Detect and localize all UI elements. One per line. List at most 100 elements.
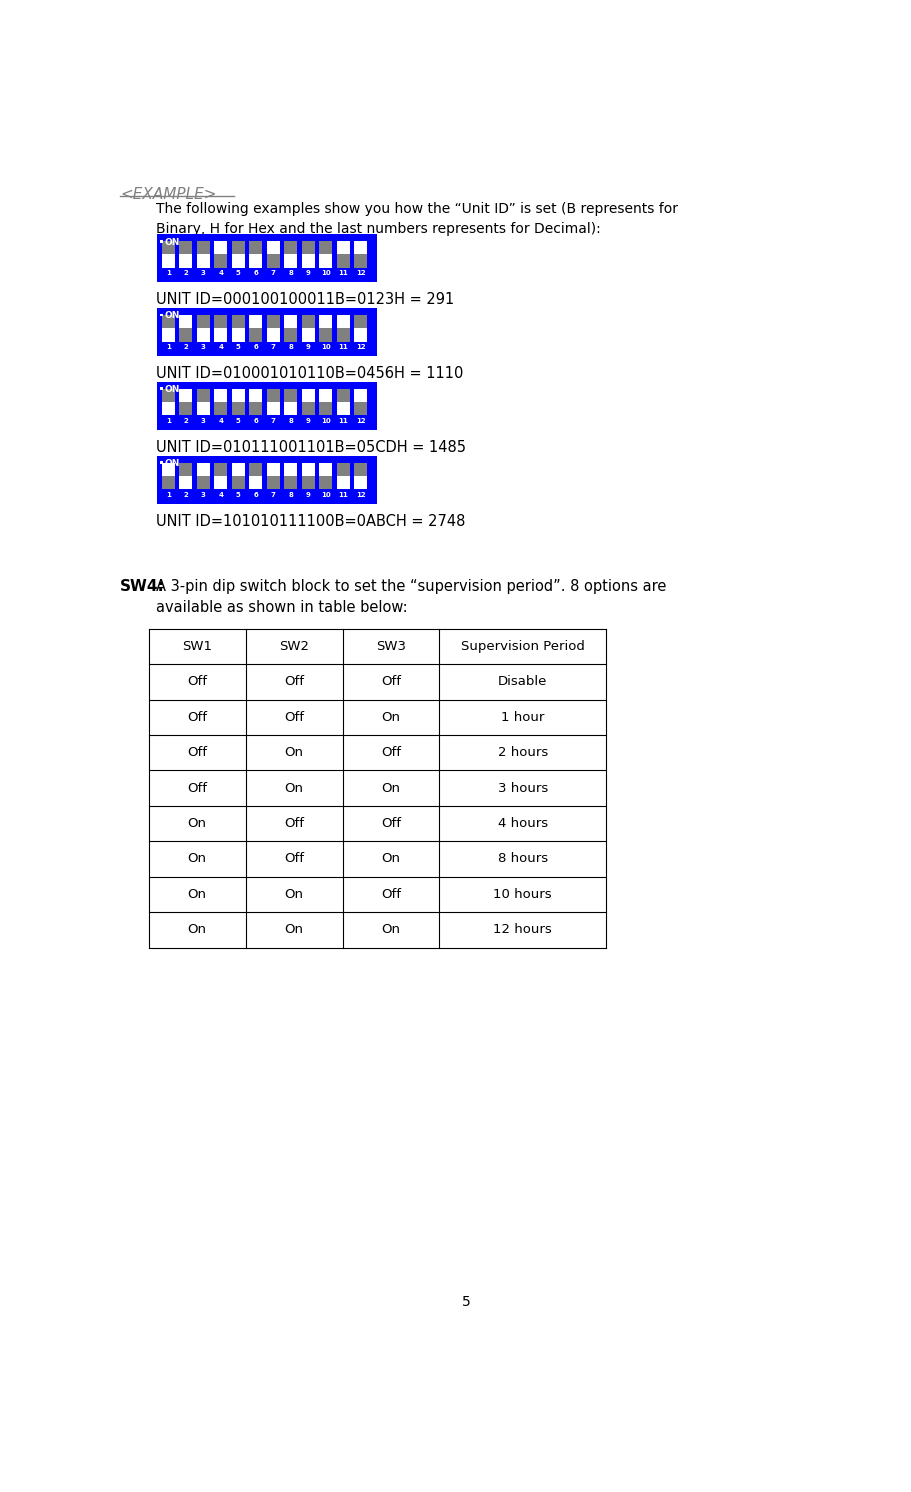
- Bar: [337, 476, 350, 489]
- Bar: [337, 401, 350, 415]
- Bar: [232, 254, 244, 267]
- Text: 11: 11: [338, 345, 348, 351]
- Bar: [179, 240, 192, 254]
- Text: 3: 3: [200, 492, 206, 498]
- Bar: [232, 476, 244, 489]
- Bar: [179, 401, 192, 415]
- Text: 8: 8: [288, 345, 293, 351]
- Text: 11: 11: [338, 492, 348, 498]
- Text: On: On: [382, 782, 401, 795]
- Text: SW3: SW3: [376, 640, 406, 653]
- Bar: [179, 315, 192, 328]
- Bar: [320, 315, 332, 328]
- Text: SW4:: SW4:: [120, 579, 165, 594]
- Text: On: On: [284, 746, 303, 759]
- Bar: [197, 315, 210, 328]
- Bar: [267, 388, 280, 401]
- Bar: [320, 328, 332, 342]
- Bar: [320, 401, 332, 415]
- Text: 1: 1: [166, 492, 170, 498]
- Text: 12: 12: [356, 345, 365, 351]
- Bar: [284, 254, 297, 267]
- Bar: [302, 476, 314, 489]
- Text: 1: 1: [166, 418, 170, 424]
- Text: 9: 9: [306, 345, 311, 351]
- Bar: [214, 463, 227, 476]
- Bar: [250, 463, 262, 476]
- Bar: [179, 328, 192, 342]
- Text: 2: 2: [183, 345, 188, 351]
- Bar: [284, 401, 297, 415]
- Text: 9: 9: [306, 418, 311, 424]
- Text: A 3-pin dip switch block to set the “supervision period”. 8 options are
availabl: A 3-pin dip switch block to set the “sup…: [157, 579, 667, 615]
- Bar: [337, 240, 350, 254]
- Text: On: On: [382, 710, 401, 724]
- Text: 9: 9: [306, 492, 311, 498]
- Text: 1: 1: [166, 270, 170, 276]
- Text: Off: Off: [187, 746, 207, 759]
- Text: Off: Off: [381, 888, 401, 901]
- Bar: [320, 388, 332, 401]
- Bar: [354, 463, 367, 476]
- Text: Off: Off: [284, 710, 304, 724]
- Text: ON: ON: [165, 237, 179, 246]
- Text: 7: 7: [271, 492, 276, 498]
- Text: 3: 3: [200, 345, 206, 351]
- Text: Disable: Disable: [498, 676, 548, 688]
- Text: 10 hours: 10 hours: [494, 888, 552, 901]
- Bar: [157, 382, 377, 430]
- Bar: [267, 240, 280, 254]
- Text: 6: 6: [253, 345, 258, 351]
- Bar: [214, 476, 227, 489]
- Bar: [337, 388, 350, 401]
- Bar: [179, 388, 192, 401]
- Text: 4: 4: [219, 492, 223, 498]
- Bar: [214, 315, 227, 328]
- Text: 2: 2: [183, 492, 188, 498]
- Text: 5: 5: [236, 270, 241, 276]
- Text: 8 hours: 8 hours: [497, 852, 548, 865]
- Bar: [302, 401, 314, 415]
- Bar: [267, 315, 280, 328]
- Text: 10: 10: [321, 345, 331, 351]
- Text: 12: 12: [356, 492, 365, 498]
- Text: UNIT ID=000100100011B=0123H = 291: UNIT ID=000100100011B=0123H = 291: [157, 292, 455, 307]
- Bar: [354, 315, 367, 328]
- Bar: [250, 240, 262, 254]
- Bar: [284, 315, 297, 328]
- Text: 5: 5: [236, 418, 241, 424]
- Bar: [337, 254, 350, 267]
- Bar: [159, 388, 162, 391]
- Bar: [302, 463, 314, 476]
- Text: 8: 8: [288, 492, 293, 498]
- Text: On: On: [188, 924, 207, 937]
- Bar: [354, 328, 367, 342]
- Text: ON: ON: [165, 460, 179, 468]
- Bar: [232, 315, 244, 328]
- Text: 12 hours: 12 hours: [494, 924, 552, 937]
- Bar: [179, 254, 192, 267]
- Text: 2 hours: 2 hours: [497, 746, 548, 759]
- Text: 10: 10: [321, 270, 331, 276]
- Bar: [354, 476, 367, 489]
- Text: 10: 10: [321, 418, 331, 424]
- Bar: [162, 254, 175, 267]
- Bar: [302, 388, 314, 401]
- Text: 9: 9: [306, 270, 311, 276]
- Bar: [250, 254, 262, 267]
- Bar: [232, 463, 244, 476]
- Bar: [250, 388, 262, 401]
- Text: Off: Off: [284, 852, 304, 865]
- Text: 12: 12: [356, 418, 365, 424]
- Bar: [284, 476, 297, 489]
- Text: UP=1 , DOWN =0: UP=1 , DOWN =0: [157, 236, 292, 251]
- Bar: [162, 401, 175, 415]
- Text: SW2: SW2: [279, 640, 309, 653]
- Bar: [197, 240, 210, 254]
- Bar: [320, 476, 332, 489]
- Bar: [302, 328, 314, 342]
- Text: 3: 3: [200, 418, 206, 424]
- Text: <EXAMPLE>: <EXAMPLE>: [120, 186, 217, 201]
- Text: 2: 2: [183, 418, 188, 424]
- Bar: [302, 240, 314, 254]
